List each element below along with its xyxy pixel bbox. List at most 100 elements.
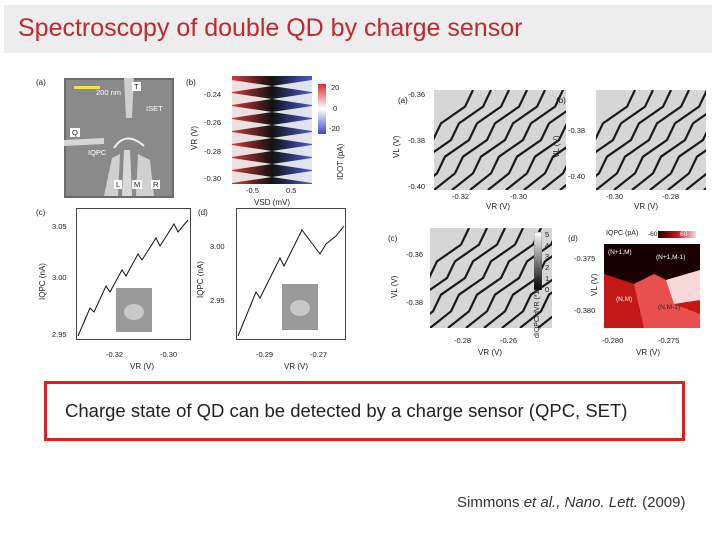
right-panel-c-cbar-tick: 0: [545, 285, 550, 294]
coulomb-diamond: [232, 106, 312, 118]
coulomb-diamond: [232, 93, 312, 105]
sem-label-r: R: [151, 180, 161, 189]
right-panel-c-xtick: -0.26: [500, 336, 518, 345]
coulomb-diamond: [232, 119, 312, 131]
sem-label-iset: ISET: [146, 104, 163, 113]
right-panel-c-cbar-tick: 2: [545, 263, 550, 272]
panel-b-cbar-tick: 0: [333, 104, 338, 113]
panel-b-cbar-tick: 20: [331, 83, 340, 92]
panel-b-xlabel: VSD (mV): [254, 198, 290, 207]
right-panel-c-ytick: -0.36: [406, 250, 424, 259]
right-panel-a-xtick: -0.30: [510, 192, 528, 201]
charge-transition-line: [434, 90, 492, 154]
charge-transition-line: [613, 90, 706, 190]
right-panel-c-cbar-tick: 3: [545, 252, 550, 261]
citation-authors: Simmons: [457, 494, 524, 511]
panel-c-xtick: -0.30: [160, 350, 178, 359]
panel-c-ytick: 3.05: [52, 222, 67, 231]
callout-box: Charge state of QD can be detected by a …: [44, 381, 685, 441]
right-panel-d-cbar-tick: 60: [680, 231, 688, 238]
panel-d-ytick: 3.00: [210, 242, 225, 251]
right-panel-d-xtick: -0.280: [602, 336, 624, 345]
right-panel-d-region-label: (N+1,M-1): [656, 254, 686, 261]
right-panel-b-ytick: -0.40: [568, 172, 586, 181]
charge-transition-line: [430, 228, 524, 328]
right-panel-d-colorbar: [658, 231, 696, 238]
charge-transition-line: [469, 90, 564, 190]
right-panel-a-xtick: -0.32: [452, 192, 470, 201]
right-panel-c-xlabel: VR (V): [478, 348, 502, 357]
right-panel-d-region-label: (N,M): [616, 296, 633, 303]
right-panel-d-region-label: (N,M-1): [658, 304, 681, 311]
right-panel-c-ylabel: VL (V): [390, 275, 399, 298]
charge-transition-line: [430, 228, 506, 316]
panel-b-ytick: -0.28: [204, 147, 222, 156]
charge-transition-line: [631, 112, 706, 190]
right-panel-d-region-label: (N+1,M): [608, 249, 632, 256]
charge-transition-line: [505, 122, 566, 190]
panel-c-xlabel: VR (V): [130, 362, 154, 371]
right-panel-c-cbar-tick: 5: [545, 230, 550, 239]
coulomb-diamond: [232, 171, 312, 183]
panel-d-ytick: 2.95: [210, 296, 225, 305]
charge-transition-line: [596, 90, 636, 141]
panel-d-xtick: -0.27: [310, 350, 328, 359]
sem-label-q: Q: [70, 128, 80, 137]
right-panel-b-xlabel: VR (V): [634, 202, 658, 211]
sem-label-t: T: [132, 82, 141, 91]
panel-c-xtick: -0.32: [106, 350, 124, 359]
right-panel-a-letter: (a): [398, 96, 408, 105]
panel-b-xtick: -0.5: [246, 186, 259, 195]
title-bar: [4, 5, 712, 53]
panel-d-ylabel: IQPC (nA): [196, 261, 205, 298]
panel-b-ytick: -0.24: [204, 90, 222, 99]
right-panel-c-colorbar: [534, 232, 542, 290]
panel-b-map: [232, 76, 312, 184]
coulomb-diamond: [232, 158, 312, 170]
panel-c-ylabel: IQPC (nA): [38, 263, 47, 300]
charge-transition-line: [430, 228, 470, 279]
right-panel-b-ylabel: VL (V): [552, 135, 561, 158]
right-panel-b-xtick: -0.30: [606, 192, 624, 201]
panel-c-letter: (c): [36, 208, 46, 217]
charge-transition-line: [523, 146, 566, 190]
citation: Simmons et al., Nano. Lett. (2009): [457, 494, 685, 511]
charge-transition-line: [649, 131, 706, 190]
charge-transition-line: [501, 278, 552, 328]
right-panel-c-xtick: -0.28: [454, 336, 472, 345]
right-panel-a-ylabel: VL (V): [392, 135, 401, 158]
right-panel-d-ytick: -0.375: [574, 254, 596, 263]
slide-title: Spectroscopy of double QD by charge sens…: [18, 14, 523, 42]
citation-journal: Nano. Lett.: [564, 494, 638, 511]
charge-transition-line: [451, 90, 546, 190]
charge-transition-line: [434, 90, 474, 141]
panel-d-xlabel: VR (V): [284, 362, 308, 371]
citation-year: (2009): [637, 494, 686, 511]
sem-label-m: M: [132, 180, 143, 189]
coulomb-diamond: [232, 80, 312, 92]
charge-transition-line: [596, 90, 672, 178]
right-panel-a-xlabel: VR (V): [486, 202, 510, 211]
citation-et-al: et al.,: [523, 494, 565, 511]
right-panel-b-letter: (b): [556, 96, 566, 105]
panel-c-ytick: 3.00: [52, 273, 67, 282]
right-panel-a-ytick: -0.40: [408, 182, 426, 191]
coulomb-diamond: [232, 145, 312, 157]
callout-text: Charge state of QD can be detected by a …: [65, 400, 628, 421]
right-panel-d-cbar-tick: -60: [648, 231, 658, 238]
charge-transition-line: [667, 149, 706, 190]
right-panel-d-ylabel: VL (V): [590, 273, 599, 296]
panel-b-ytick: -0.26: [204, 118, 222, 127]
right-panel-b-map: [596, 90, 706, 190]
right-panel-d-letter: (d): [568, 234, 578, 243]
charge-transition-line: [430, 228, 488, 292]
charge-transition-line: [447, 228, 542, 328]
right-panel-d-cbar-label: IQPC (pA): [606, 230, 639, 237]
right-panel-a-map: [434, 90, 566, 190]
right-panel-b-ytick: -0.38: [568, 126, 586, 135]
right-panel-c-cbar-label: dIQPC/dVR (*1E-3): [534, 277, 541, 338]
right-panel-a-ytick: -0.36: [408, 90, 426, 99]
left-figure: (a) 200 nm T Q L M R ISET IQPC (b) 20 0: [34, 68, 354, 378]
sem-label-iqpc: IQPC: [88, 148, 107, 157]
panel-d-xtick: -0.29: [256, 350, 274, 359]
